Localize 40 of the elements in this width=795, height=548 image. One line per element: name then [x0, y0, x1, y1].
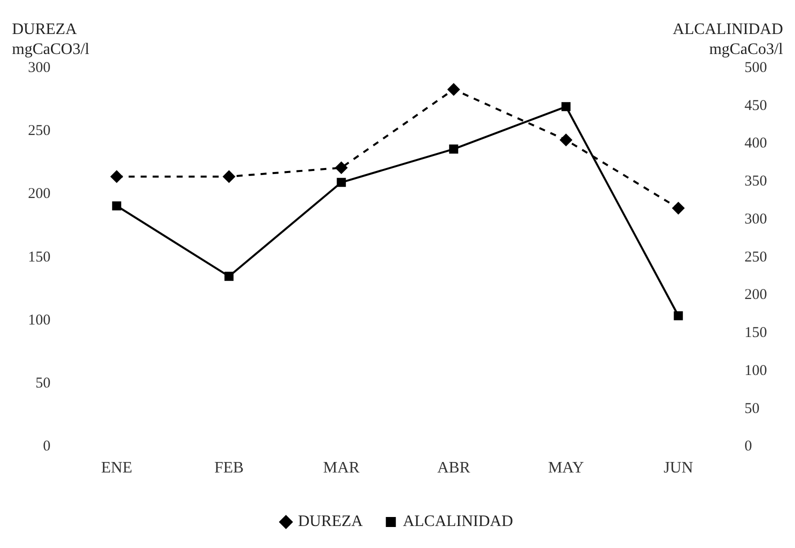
y2-tick-label: 350 [744, 174, 767, 190]
y-tick-label: 0 [43, 438, 50, 455]
y-tick-label: 200 [28, 186, 50, 202]
point [110, 170, 123, 183]
y2-tick-label: 250 [744, 249, 767, 266]
y-tick-label: 50 [36, 376, 50, 392]
x-tick-label: ENE [101, 460, 132, 477]
point [561, 102, 571, 112]
y2-tick-label: 450 [744, 98, 767, 114]
x-tick-label: JUN [664, 460, 694, 477]
point [336, 178, 346, 187]
y-axis-title: DUREZA mgCaCO3/l [12, 21, 90, 58]
y2-tick-label: 500 [744, 60, 767, 76]
point [112, 201, 122, 210]
y2-tick-label: 100 [744, 362, 767, 379]
y-tick-label: 250 [28, 123, 50, 140]
y-tick-label: 300 [28, 60, 50, 76]
point [560, 134, 572, 146]
y2-axis-title: ALCALINIDAD mgCaCo3/l [672, 21, 784, 58]
point [449, 144, 458, 154]
y2-tick-label: 0 [744, 438, 752, 455]
point [672, 202, 684, 214]
legend-label: ALCALINIDAD [402, 513, 514, 530]
y2-tick-label: 300 [744, 211, 767, 228]
y2-tick-label: 200 [744, 287, 767, 304]
legend-label: DUREZA [298, 513, 364, 530]
x-tick-label: MAR [323, 460, 360, 477]
x-tick-label: ABR [437, 460, 470, 477]
y-tick-label: 100 [28, 312, 50, 328]
x-tick-label: FEB [214, 460, 244, 477]
y-tick-label: 150 [28, 249, 50, 266]
x-tick-label: MAY [548, 460, 584, 477]
y2-tick-label: 50 [744, 400, 760, 417]
point [448, 83, 460, 96]
y2-tick-label: 150 [744, 325, 767, 342]
point [224, 272, 234, 281]
point [223, 170, 235, 183]
y2-tick-label: 400 [744, 136, 767, 152]
point [674, 311, 683, 320]
point [335, 162, 348, 174]
